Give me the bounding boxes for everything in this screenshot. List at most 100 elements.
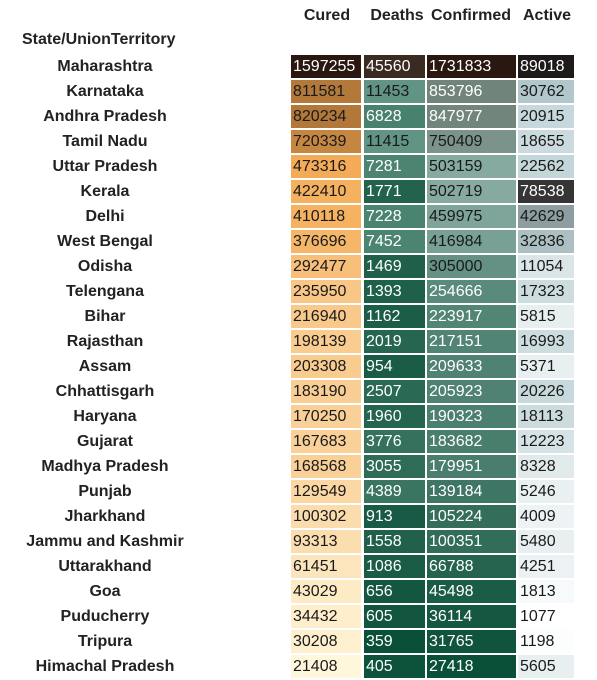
- table-row: Tripura 30208 359 31765 1198: [0, 629, 597, 654]
- row-label: Uttarakhand: [58, 558, 152, 575]
- row-label: Assam: [78, 358, 132, 375]
- table-cell-deaths: 6828: [364, 105, 425, 128]
- table-cell-cured: 61451: [291, 555, 361, 578]
- row-label: Telengana: [66, 283, 144, 300]
- table-cell-active: 12223: [518, 430, 574, 453]
- table-cell-cured: 422410: [291, 180, 361, 203]
- table-cell-active: 1813: [518, 580, 574, 603]
- table-cell-confirmed: 183682: [427, 430, 516, 453]
- table-cell-confirmed: 27418: [427, 655, 516, 678]
- table-row: Bihar 216940 1162 223917 5815: [0, 304, 597, 329]
- row-label: Tamil Nadu: [62, 133, 148, 150]
- table-cell-active: 78538: [518, 180, 574, 203]
- table-cell-cured: 129549: [291, 480, 361, 503]
- table-cell-active: 22562: [518, 155, 574, 178]
- table-cell-active: 5815: [518, 305, 574, 328]
- table-row: Maharashtra 1597255 45560 1731833 89018: [0, 54, 597, 79]
- table-cell-confirmed: 36114: [427, 605, 516, 628]
- table-row: Kerala 422410 1771 502719 78538: [0, 179, 597, 204]
- table-cell-active: 20915: [518, 105, 574, 128]
- row-label: Punjab: [78, 483, 132, 500]
- table-cell-confirmed: 209633: [427, 355, 516, 378]
- table-cell-cured: 811581: [291, 80, 361, 103]
- table-cell-deaths: 7452: [364, 230, 425, 253]
- table-row: Andhra Pradesh 820234 6828 847977 20915: [0, 104, 597, 129]
- table-cell-deaths: 7228: [364, 205, 425, 228]
- row-label: Chhattisgarh: [55, 383, 155, 400]
- row-label: Gujarat: [76, 433, 133, 450]
- table-cell-confirmed: 139184: [427, 480, 516, 503]
- table-cell-cured: 43029: [291, 580, 361, 603]
- table-cell-active: 17323: [518, 280, 574, 303]
- table-cell-cured: 30208: [291, 630, 361, 653]
- table-row: Goa 43029 656 45498 1813: [0, 579, 597, 604]
- table-cell-deaths: 2507: [364, 380, 425, 403]
- table-cell-cured: 170250: [291, 405, 361, 428]
- table-cell-cured: 820234: [291, 105, 361, 128]
- row-label: Haryana: [73, 408, 137, 425]
- table-cell-confirmed: 217151: [427, 330, 516, 353]
- row-label: Bihar: [84, 308, 126, 325]
- table-cell-deaths: 11415: [364, 130, 425, 153]
- table-row: Gujarat 167683 3776 183682 12223: [0, 429, 597, 454]
- table-cell-cured: 473316: [291, 155, 361, 178]
- table-cell-confirmed: 750409: [427, 130, 516, 153]
- table-cell-confirmed: 254666: [427, 280, 516, 303]
- table-cell-cured: 410118: [291, 205, 361, 228]
- table-cell-confirmed: 179951: [427, 455, 516, 478]
- table-cell-confirmed: 100351: [427, 530, 516, 553]
- table-cell-deaths: 1393: [364, 280, 425, 303]
- row-label: Himachal Pradesh: [35, 658, 175, 675]
- table-row: Karnataka 811581 11453 853796 30762: [0, 79, 597, 104]
- row-label: Tripura: [77, 633, 133, 650]
- table-cell-confirmed: 205923: [427, 380, 516, 403]
- table-cell-cured: 100302: [291, 505, 361, 528]
- row-label: Odisha: [77, 258, 133, 275]
- table-row: Delhi 410118 7228 459975 42629: [0, 204, 597, 229]
- table-row: Uttarakhand 61451 1086 66788 4251: [0, 554, 597, 579]
- table-cell-confirmed: 190323: [427, 405, 516, 428]
- row-label: Puducherry: [60, 608, 150, 625]
- column-header-cured: Cured: [303, 7, 351, 24]
- table-cell-deaths: 1469: [364, 255, 425, 278]
- row-label: Rajasthan: [66, 333, 144, 350]
- table-cell-confirmed: 66788: [427, 555, 516, 578]
- table-row: Himachal Pradesh 21408 405 27418 5605: [0, 654, 597, 679]
- table-row: Jharkhand 100302 913 105224 4009: [0, 504, 597, 529]
- table-cell-deaths: 3055: [364, 455, 425, 478]
- table-cell-cured: 720339: [291, 130, 361, 153]
- table-cell-confirmed: 847977: [427, 105, 516, 128]
- table-row: Jammu and Kashmir 93313 1558 100351 5480: [0, 529, 597, 554]
- table-cell-confirmed: 305000: [427, 255, 516, 278]
- table-row: Rajasthan 198139 2019 217151 16993: [0, 329, 597, 354]
- table-cell-active: 8328: [518, 455, 574, 478]
- table-cell-deaths: 11453: [364, 80, 425, 103]
- table-row: West Bengal 376696 7452 416984 32836: [0, 229, 597, 254]
- row-label: Jammu and Kashmir: [26, 533, 184, 550]
- table-cell-deaths: 913: [364, 505, 425, 528]
- row-label: Karnataka: [66, 83, 144, 100]
- table-cell-deaths: 656: [364, 580, 425, 603]
- table-cell-active: 4009: [518, 505, 574, 528]
- row-label: Kerala: [80, 183, 130, 200]
- row-label: Maharashtra: [57, 58, 153, 75]
- table-cell-deaths: 3776: [364, 430, 425, 453]
- row-label: Jharkhand: [64, 508, 146, 525]
- table-cell-active: 42629: [518, 205, 574, 228]
- table-cell-active: 5480: [518, 530, 574, 553]
- index-header: State/UnionTerritory: [22, 31, 176, 48]
- table-cell-deaths: 1771: [364, 180, 425, 203]
- table-cell-active: 5246: [518, 480, 574, 503]
- table-cell-cured: 198139: [291, 330, 361, 353]
- row-label: Delhi: [85, 208, 125, 225]
- table-cell-confirmed: 31765: [427, 630, 516, 653]
- table-cell-active: 1077: [518, 605, 574, 628]
- column-header-confirmed: Confirmed: [431, 7, 511, 24]
- table-cell-deaths: 1960: [364, 405, 425, 428]
- row-label: Andhra Pradesh: [43, 108, 167, 125]
- table-cell-cured: 168568: [291, 455, 361, 478]
- row-label: Goa: [89, 583, 121, 600]
- table-cell-deaths: 359: [364, 630, 425, 653]
- table-row: Telengana 235950 1393 254666 17323: [0, 279, 597, 304]
